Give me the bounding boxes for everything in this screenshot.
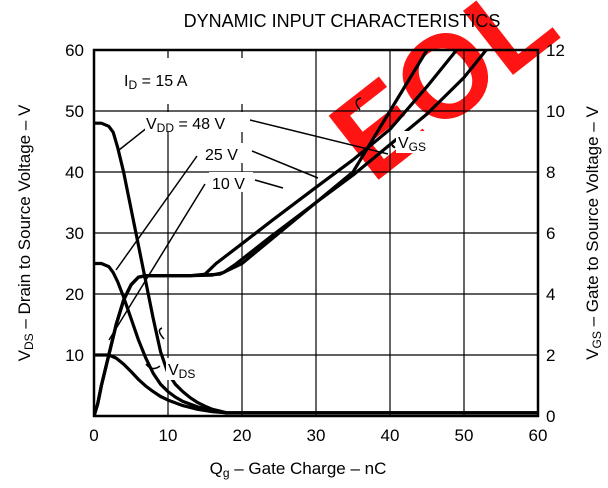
y-right-tick-label: 6 bbox=[546, 224, 555, 243]
x-tick-label: 60 bbox=[529, 426, 548, 445]
y-left-tick-label: 60 bbox=[65, 41, 84, 60]
x-tick-label: 0 bbox=[89, 426, 98, 445]
vdd25-label-bg bbox=[203, 143, 247, 163]
vds48-vgs-leader bbox=[249, 119, 389, 155]
y-left-tick-label: 50 bbox=[65, 102, 84, 121]
vds10-vgs-leader bbox=[254, 179, 284, 189]
x-axis-label: Qg – Gate Charge – nC bbox=[210, 459, 387, 480]
y-left-tick-label: 30 bbox=[65, 224, 84, 243]
vds-curve-label: VDS bbox=[168, 362, 195, 381]
plot-frame bbox=[92, 48, 540, 418]
y-right-tick-label: 12 bbox=[546, 41, 565, 60]
y-left-tick-label: 20 bbox=[65, 285, 84, 304]
vgs-curve-label: VGS bbox=[398, 135, 426, 154]
vdd48-label-bg bbox=[145, 112, 253, 132]
vdd48-leader bbox=[118, 126, 149, 151]
y-right-tick-label: 0 bbox=[546, 407, 555, 426]
y-left-tick-labels: 10 20 30 40 50 60 bbox=[65, 41, 84, 365]
x-tick-label: 10 bbox=[159, 426, 178, 445]
vdd25-label: 25 V bbox=[205, 147, 238, 164]
chart-title: DYNAMIC INPUT CHARACTERISTICS bbox=[184, 11, 501, 31]
y-right-axis-label: VGS – Gate to Source Voltage – V bbox=[583, 106, 604, 360]
y-right-tick-label: 8 bbox=[546, 163, 555, 182]
y-right-tick-label: 4 bbox=[546, 285, 555, 304]
vdd10-label-bg bbox=[209, 172, 253, 192]
vdd25-leader bbox=[115, 155, 198, 271]
vds-group-arc bbox=[145, 327, 165, 370]
grid bbox=[94, 50, 538, 416]
y-right-tick-labels: 0 2 4 6 8 10 12 bbox=[546, 41, 565, 426]
condition-box bbox=[101, 58, 251, 104]
y-right-tick-label: 10 bbox=[546, 102, 565, 121]
vds-curve-25v bbox=[94, 261, 538, 415]
vdd10-label: 10 V bbox=[212, 176, 245, 193]
y-left-tick-label: 40 bbox=[65, 163, 84, 182]
vgs-curve-48v bbox=[94, 50, 488, 416]
vds-label-bg bbox=[166, 358, 210, 380]
vdd48-label: VDD = 48 V bbox=[146, 116, 225, 135]
x-tick-label: 50 bbox=[455, 426, 474, 445]
condition-label: ID = 15 A bbox=[124, 73, 188, 92]
vgs-group-arc bbox=[355, 97, 396, 149]
vds-curve-10v bbox=[94, 353, 538, 415]
curves bbox=[94, 50, 538, 416]
y-left-tick-label: 10 bbox=[65, 346, 84, 365]
vgs-label-bg bbox=[396, 131, 444, 153]
vdd10-leader bbox=[108, 183, 206, 341]
x-tick-label: 20 bbox=[233, 426, 252, 445]
x-tick-label: 30 bbox=[307, 426, 326, 445]
y-left-axis-label: VDS – Drain to Source Voltage – V bbox=[15, 104, 36, 361]
x-tick-labels: 0 10 20 30 40 50 60 bbox=[89, 426, 547, 445]
vds25-vgs-leader bbox=[251, 150, 319, 179]
x-tick-label: 40 bbox=[381, 426, 400, 445]
y-right-tick-label: 2 bbox=[546, 346, 555, 365]
